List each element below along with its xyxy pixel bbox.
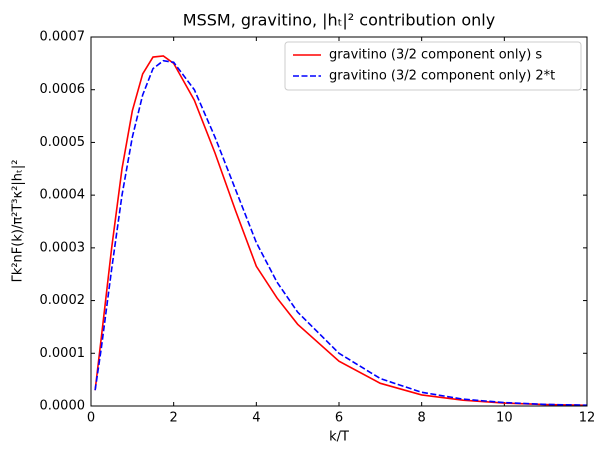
x-tick-label: 12 — [579, 411, 596, 426]
y-tick-label: 0.0004 — [40, 188, 86, 203]
x-tick-label: 4 — [252, 411, 260, 426]
y-tick-label: 0.0000 — [40, 399, 86, 414]
legend-box — [284, 41, 582, 91]
x-tick-label: 2 — [170, 411, 178, 426]
y-tick-label: 0.0006 — [40, 82, 86, 97]
y-tick-label: 0.0005 — [40, 135, 86, 150]
x-axis-label: k/T — [329, 430, 349, 445]
x-tick-label: 0 — [87, 411, 95, 426]
x-tick-label: 6 — [335, 411, 343, 426]
y-tick-label: 0.0002 — [40, 293, 86, 308]
plot-frame — [90, 36, 588, 407]
y-tick-label: 0.0003 — [40, 240, 86, 255]
chart-title: MSSM, gravitino, |hₜ|² contribution only — [183, 11, 495, 30]
legend-label: gravitino (3/2 component only) 2*t — [329, 69, 555, 84]
x-tick-label: 8 — [418, 411, 426, 426]
x-tick-label: 10 — [496, 411, 513, 426]
y-axis-label: Γk²nF(k)/π²T³κ²|hₜ|² — [11, 160, 26, 283]
legend-label: gravitino (3/2 component only) s — [329, 48, 542, 63]
y-tick-label: 0.0001 — [40, 346, 86, 361]
data-line — [94, 55, 588, 407]
y-tick-label: 0.0007 — [40, 30, 86, 45]
data-line — [94, 59, 588, 407]
